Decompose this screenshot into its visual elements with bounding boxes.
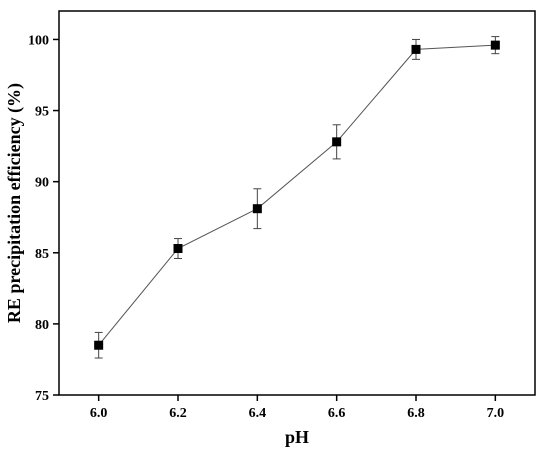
data-point bbox=[252, 204, 262, 214]
y-tick-label: 75 bbox=[35, 389, 49, 404]
y-axis-label: RE precipitation efficiency (%) bbox=[4, 83, 25, 323]
data-point bbox=[94, 340, 104, 350]
y-axis: 75 80 85 90 95 100 bbox=[28, 33, 59, 404]
x-tick-label: 6.6 bbox=[328, 406, 346, 421]
x-tick-label: 6.2 bbox=[169, 406, 187, 421]
y-tick-label: 85 bbox=[35, 247, 49, 262]
series-line bbox=[98, 44, 496, 346]
data-point bbox=[332, 137, 342, 147]
x-tick-label: 6.8 bbox=[407, 406, 425, 421]
data-point bbox=[411, 44, 421, 54]
x-tick-label: 6.0 bbox=[90, 406, 108, 421]
data-point bbox=[490, 40, 500, 50]
y-tick-label: 80 bbox=[35, 318, 49, 333]
x-tick-label: 7.0 bbox=[487, 406, 505, 421]
plot-frame bbox=[58, 10, 536, 396]
data-point bbox=[173, 244, 183, 254]
x-tick-label: 6.4 bbox=[249, 406, 267, 421]
series-layer bbox=[94, 36, 500, 359]
x-axis-label: pH bbox=[285, 427, 309, 447]
y-tick-label: 90 bbox=[35, 176, 49, 191]
y-tick-label: 95 bbox=[35, 105, 49, 120]
y-tick-label: 100 bbox=[28, 33, 49, 48]
x-axis: 6.0 6.2 6.4 6.6 6.8 7.0 bbox=[90, 395, 504, 421]
